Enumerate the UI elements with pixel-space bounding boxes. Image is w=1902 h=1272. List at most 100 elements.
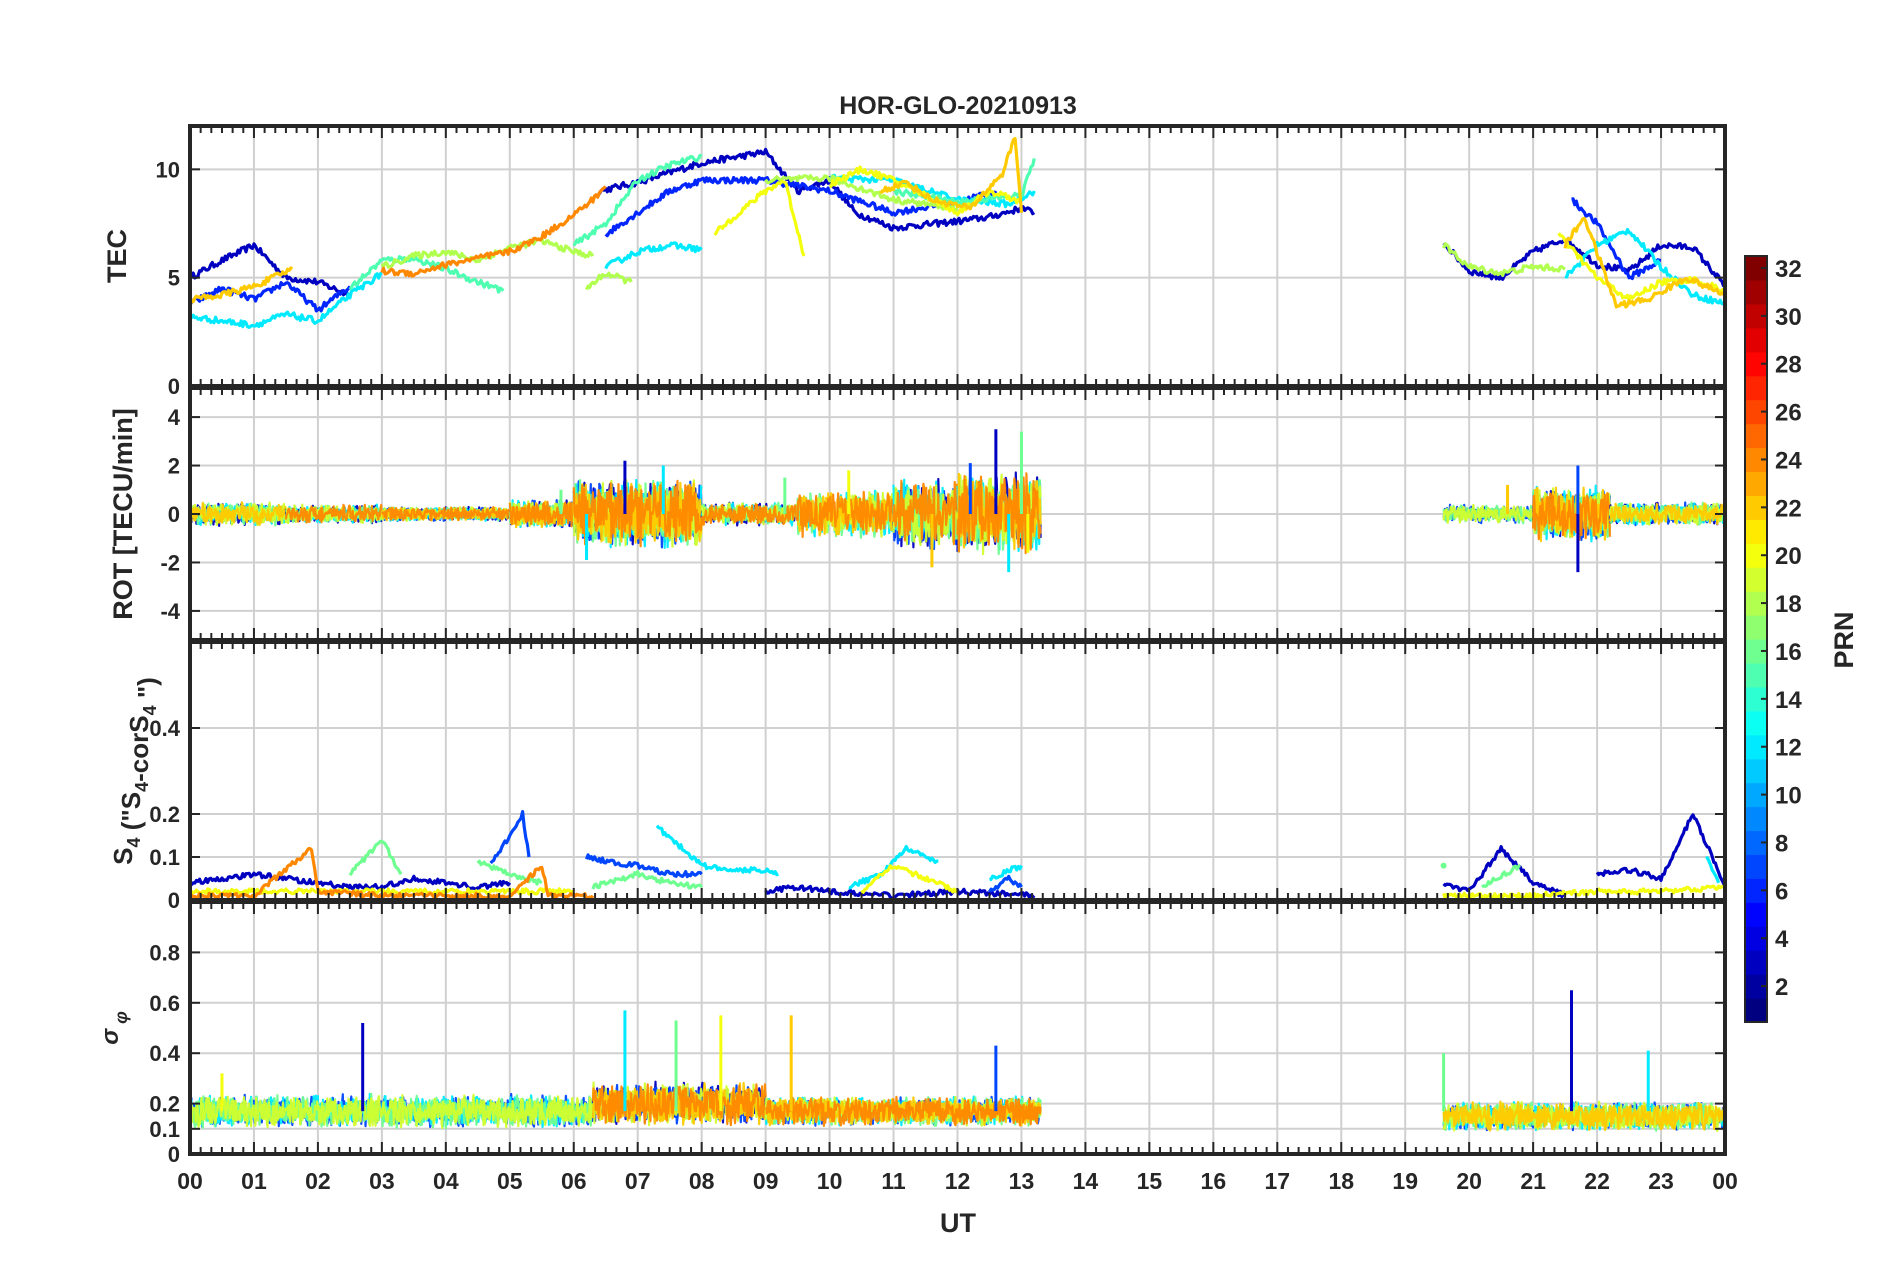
- colorbar-swatch: [1745, 806, 1767, 832]
- colorbar-tick-label: 10: [1775, 783, 1802, 810]
- y-tick-label: 0.4: [149, 716, 180, 741]
- series-line: [190, 871, 512, 891]
- colorbar-swatch: [1745, 710, 1767, 736]
- y-tick-label: 0: [168, 888, 180, 913]
- colorbar-swatch: [1745, 375, 1767, 401]
- colorbar-tick-label: 14: [1775, 687, 1802, 714]
- panel-tec: 0 5 10 TEC: [102, 124, 1727, 399]
- series-line: [190, 846, 595, 900]
- activity-trace: [1442, 1100, 1725, 1132]
- x-tick-label: 00: [1712, 1168, 1738, 1194]
- x-tick-label: 11: [881, 1168, 906, 1194]
- colorbar-swatch: [1745, 471, 1767, 496]
- y-tick-label: 0: [168, 374, 180, 399]
- colorbar-swatch: [1745, 734, 1767, 760]
- activity-trace: [796, 490, 895, 539]
- colorbar-tick-label: 8: [1775, 830, 1788, 857]
- series-line: [1481, 864, 1521, 889]
- colorbar-swatch: [1745, 399, 1767, 425]
- series-line: [348, 255, 505, 294]
- series-line: [604, 241, 703, 270]
- x-tick-label: 16: [1201, 1168, 1227, 1194]
- y-tick-label: 5: [168, 266, 180, 291]
- series-line: [1563, 216, 1725, 309]
- colorbar-tick-label: 24: [1775, 447, 1802, 474]
- series-line: [829, 173, 1036, 209]
- series-line: [764, 174, 959, 212]
- x-tick-label: 20: [1456, 1168, 1482, 1194]
- series-line: [1442, 242, 1566, 278]
- x-axis-label: UT: [940, 1208, 976, 1238]
- y-tick-label: -2: [160, 550, 180, 575]
- colorbar-swatch: [1745, 495, 1767, 520]
- colorbar-tick-label: 26: [1775, 400, 1802, 427]
- series-line: [572, 153, 703, 247]
- series-line: [489, 810, 531, 865]
- y-axis-label: S4 ("S4-corS4 "): [108, 677, 162, 865]
- colorbar-swatch: [1745, 567, 1767, 592]
- y-tick-label: 0: [168, 502, 180, 527]
- activity-trace: [700, 503, 799, 526]
- x-tick-label: 08: [689, 1168, 715, 1194]
- colorbar-swatch: [1745, 279, 1767, 305]
- chart-title: HOR-GLO-20210913: [839, 92, 1077, 120]
- series-line: [989, 864, 1023, 882]
- colorbar-swatch: [1745, 950, 1767, 975]
- colorbar-swatch: [1745, 830, 1767, 856]
- colorbar-tick-label: 12: [1775, 735, 1802, 762]
- colorbar-tick-label: 20: [1775, 543, 1802, 570]
- colorbar-swatch: [1745, 447, 1767, 473]
- x-tick-label: 23: [1648, 1168, 1674, 1194]
- series-point: [1440, 862, 1447, 869]
- series-line: [860, 864, 958, 894]
- y-tick-label: -4: [160, 599, 180, 624]
- x-tick-label: 18: [1328, 1168, 1354, 1194]
- data-layer: [190, 429, 1725, 573]
- x-tick-label: 09: [753, 1168, 779, 1194]
- y-tick-label: 4: [168, 405, 181, 430]
- x-tick-label: 22: [1584, 1168, 1610, 1194]
- series-line: [591, 870, 703, 890]
- x-tick-label: 04: [433, 1168, 459, 1194]
- activity-trace: [284, 503, 383, 524]
- series-line: [848, 844, 939, 890]
- panel-rot: -4 -2 0 2 4 ROT [TECU/min]: [108, 386, 1727, 642]
- y-tick-label: 0.1: [149, 1117, 180, 1142]
- colorbar-swatch: [1745, 686, 1767, 712]
- series-line: [348, 839, 403, 877]
- activity-trace: [381, 506, 511, 522]
- y-tick-label: 0.8: [149, 940, 180, 965]
- y-tick-label: 0.1: [149, 845, 180, 870]
- colorbar-swatch: [1745, 327, 1767, 353]
- activity-trace: [1608, 502, 1725, 525]
- colorbar-swatch: [1745, 782, 1767, 808]
- x-tick-label: 06: [561, 1168, 587, 1194]
- activity-trace: [572, 479, 703, 548]
- series-line: [1571, 197, 1662, 281]
- x-tick-label: 21: [1520, 1168, 1546, 1194]
- x-tick-label: 07: [625, 1168, 651, 1194]
- series-line: [988, 874, 1023, 893]
- colorbar-swatch: [1745, 758, 1767, 784]
- series-line: [585, 271, 633, 291]
- colorbar-swatch: [1745, 615, 1767, 640]
- y-tick-label: 0: [168, 1142, 180, 1167]
- series-line: [476, 859, 543, 886]
- colorbar-tick-label: 6: [1775, 878, 1788, 905]
- colorbar-swatch: [1745, 854, 1767, 879]
- x-tick-label: 10: [817, 1168, 843, 1194]
- x-tick-label: 17: [1264, 1168, 1290, 1194]
- activity-trace: [892, 479, 959, 546]
- activity-trace: [508, 500, 575, 528]
- panel-sigma_phi: 00.10.2 0.4 0.6 0.8 σ φ: [97, 900, 1727, 1167]
- series-line: [190, 271, 383, 329]
- colorbar-swatch: [1745, 423, 1767, 449]
- y-tick-label: 0.2: [149, 802, 180, 827]
- x-tick-label: 01: [241, 1168, 267, 1194]
- activity-trace: [508, 500, 575, 527]
- colorbar-swatch: [1745, 519, 1767, 544]
- x-tick-label: 02: [305, 1168, 331, 1194]
